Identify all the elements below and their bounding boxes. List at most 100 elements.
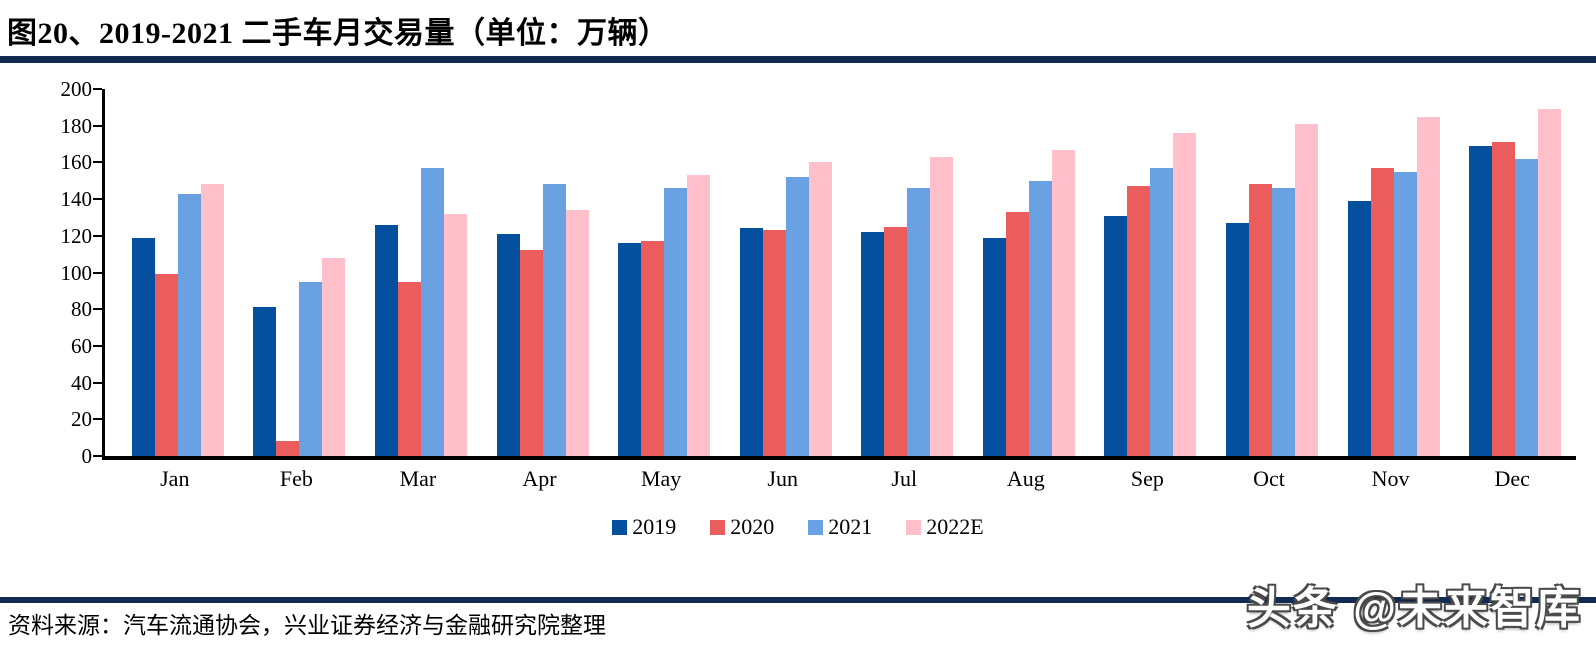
y-tick-80	[93, 308, 102, 310]
bar-2020-nov	[1370, 167, 1394, 456]
bar-2019-may	[618, 243, 642, 456]
legend-label-2021: 2021	[828, 514, 873, 539]
bar-2021-dec	[1515, 158, 1539, 456]
bar-2019-aug	[982, 237, 1006, 456]
y-tick-label-120: 120	[60, 224, 93, 248]
legend-swatch-2022e	[906, 519, 922, 535]
bar-2019-jan	[131, 237, 155, 456]
bar-2021-jul	[907, 188, 931, 456]
bottom-divider	[0, 597, 1596, 603]
bar-group-mar	[360, 89, 482, 456]
legend-swatch-2021	[808, 519, 824, 535]
x-axis-label-mar: Mar	[399, 466, 437, 491]
bar-2020-dec	[1492, 142, 1516, 456]
bar-2020-oct	[1248, 184, 1272, 456]
bar-2019-apr	[496, 233, 520, 456]
bar-group-may	[603, 89, 725, 456]
bar-group-jun	[725, 89, 847, 456]
legend-item-2021: 2021	[808, 514, 872, 540]
bar-group-feb	[239, 89, 361, 456]
bar-2021-may	[664, 188, 688, 456]
x-axis-label-sep: Sep	[1130, 466, 1164, 491]
legend: 2019 2020 2021 2022E	[0, 514, 1596, 540]
y-tick-140	[93, 198, 102, 200]
bar-2022e-jul	[930, 156, 954, 456]
y-tick-200	[93, 88, 102, 90]
source-text: 资料来源：汽车流通协会，兴业证券经济与金融研究院整理	[8, 613, 606, 638]
bar-2022e-apr	[565, 210, 589, 456]
bar-2020-sep	[1127, 186, 1151, 456]
y-tick-label-40: 40	[71, 371, 92, 395]
bar-2019-jul	[861, 232, 885, 456]
bar-2021-mar	[420, 167, 444, 456]
bar-2021-jun	[785, 177, 809, 456]
bar-2021-apr	[542, 184, 566, 456]
x-axis-label-aug: Aug	[1006, 466, 1045, 491]
bar-2020-jun	[762, 230, 786, 456]
x-axis-label-jun: Jun	[767, 466, 798, 491]
bar-2022e-jan	[200, 184, 224, 456]
y-tick-label-0: 0	[81, 444, 93, 468]
y-tick-180	[93, 125, 102, 127]
bar-group-jan	[117, 89, 239, 456]
bar-2022e-mar	[443, 213, 467, 456]
bar-2022e-sep	[1173, 133, 1197, 456]
y-tick-20	[93, 418, 102, 420]
bar-2020-aug	[1005, 211, 1029, 456]
bar-group-nov	[1333, 89, 1455, 456]
plot-area	[93, 88, 1576, 460]
bar-group-aug	[968, 89, 1090, 456]
bar-2021-sep	[1150, 167, 1174, 456]
bar-2019-nov	[1347, 200, 1371, 456]
bar-2022e-oct	[1294, 123, 1318, 456]
x-axis-label-may: May	[640, 466, 682, 491]
bar-groups	[105, 89, 1576, 456]
y-tick-label-180: 180	[60, 114, 93, 138]
bar-2021-feb	[299, 281, 323, 456]
bar-2022e-may	[687, 175, 711, 456]
bar-2020-jul	[884, 226, 908, 456]
bar-2022e-dec	[1538, 109, 1562, 456]
bar-2021-oct	[1271, 188, 1295, 456]
y-tick-label-20: 20	[71, 407, 92, 431]
bar-2019-oct	[1225, 222, 1249, 456]
legend-item-2019: 2019	[612, 514, 676, 540]
bar-group-jul	[846, 89, 968, 456]
x-axis-label-nov: Nov	[1371, 466, 1410, 491]
y-tick-60	[93, 345, 102, 347]
legend-item-2022e: 2022E	[906, 514, 984, 540]
bar-2019-jun	[739, 228, 763, 456]
bar-2022e-feb	[322, 257, 346, 456]
legend-item-2020: 2020	[710, 514, 774, 540]
bar-group-dec	[1454, 89, 1576, 456]
y-tick-label-100: 100	[60, 261, 93, 285]
x-axis-label-oct: Oct	[1253, 466, 1285, 491]
x-axis-label-jul: Jul	[891, 466, 918, 491]
y-tick-0	[93, 455, 102, 457]
y-tick-label-80: 80	[71, 297, 92, 321]
bar-2019-mar	[374, 224, 398, 456]
legend-swatch-2019	[612, 519, 628, 535]
page-title: 图20、2019-2021 二手车月交易量（单位：万辆）	[7, 17, 669, 50]
legend-label-2019: 2019	[632, 514, 677, 539]
bar-group-oct	[1211, 89, 1333, 456]
watermark: 头条 @未来智库	[1246, 584, 1582, 633]
title-divider	[0, 56, 1596, 63]
y-tick-label-60: 60	[71, 334, 92, 358]
x-axis-labels: Jan Feb Mar Apr May Jun Jul Aug Sep Oct Nov Dec	[102, 466, 1573, 492]
bar-2021-nov	[1393, 171, 1417, 456]
legend-label-2022e: 2022E	[926, 514, 984, 539]
bar-2019-sep	[1104, 215, 1128, 456]
bar-2022e-jun	[808, 162, 832, 456]
bar-2022e-aug	[1051, 149, 1075, 456]
bar-2020-jan	[154, 274, 178, 456]
y-tick-label-160: 160	[60, 150, 93, 174]
x-axis-label-jan: Jan	[160, 466, 190, 491]
y-tick-label-140: 140	[60, 187, 93, 211]
bar-2020-feb	[276, 441, 300, 456]
y-tick-40	[93, 382, 102, 384]
bar-2020-may	[641, 241, 665, 456]
x-axis-label-feb: Feb	[279, 466, 313, 491]
bar-group-sep	[1090, 89, 1212, 456]
